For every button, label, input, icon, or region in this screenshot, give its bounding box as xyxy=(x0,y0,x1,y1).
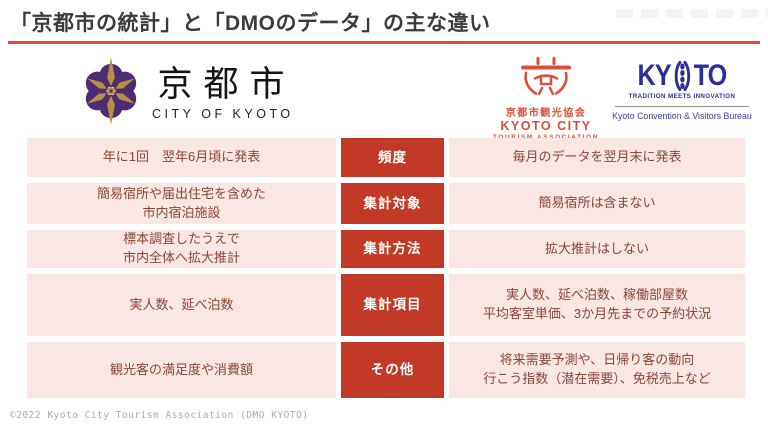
table-row: 標本調査したうえで 市内全体へ拡大推計 集計方法 拡大推計はしない xyxy=(27,230,745,268)
kyo-mark-icon xyxy=(520,57,572,101)
cell-dmo-other: 将来需要予測や、日帰り客の動向 行こう指数（潜在需要）、免税売上など xyxy=(449,342,745,398)
cell-dmo-frequency: 毎月のデータを翌月末に発表 xyxy=(449,138,745,177)
decorative-squares xyxy=(616,9,768,18)
row-label-items: 集計項目 xyxy=(341,274,444,336)
stylized-o-icon xyxy=(671,60,694,96)
table-row: 観光客の満足度や消費額 その他 将来需要予測や、日帰り客の動向 行こう指数（潜在… xyxy=(27,342,745,398)
cell-kyoto-stat-target: 簡易宿所や届出住宅を含めた 市内宿泊施設 xyxy=(27,183,336,224)
cell-dmo-method: 拡大推計はしない xyxy=(449,230,745,268)
cell-dmo-items: 実人数、延べ泊数、稼働部屋数 平均客室単価、3か月先までの予約状況 xyxy=(449,274,745,336)
kyoto-city-logo-en: CITY OF KYOTO xyxy=(152,106,294,121)
bureau-name: Kyoto Convention & Visitors Bureau xyxy=(612,111,752,121)
comparison-table: 年に1回 翌年6月頃に発表 頻度 毎月のデータを翌月末に発表 簡易宿所や届出住宅… xyxy=(27,138,745,404)
table-row: 実人数、延べ泊数 集計項目 実人数、延べ泊数、稼働部屋数 平均客室単価、3か月先… xyxy=(27,274,745,336)
page-title: 「京都市の統計」と「DMOのデータ」の主な違い xyxy=(10,12,491,35)
cell-kyoto-stat-other: 観光客の満足度や消費額 xyxy=(27,342,336,398)
cell-kyoto-stat-items: 実人数、延べ泊数 xyxy=(27,274,336,336)
row-label-target: 集計対象 xyxy=(341,183,444,224)
tourism-association-en2: TOURISM ASSOCIATION xyxy=(493,134,599,141)
title-underline xyxy=(8,41,760,44)
row-label-other: その他 xyxy=(341,342,444,398)
visitors-bureau-logo: KY TO TRADITION MEETS INNOVATION Kyoto C… xyxy=(610,61,754,122)
tourism-association-jp: 京都市観光協会 xyxy=(505,108,587,119)
wordmark-ky: KY xyxy=(637,59,672,92)
cell-kyoto-stat-frequency: 年に1回 翌年6月頃に発表 xyxy=(27,138,336,177)
bureau-tagline: TRADITION MEETS INNOVATION xyxy=(628,93,736,100)
kyoto-city-logo-jp: 京都市 xyxy=(157,65,296,105)
kyoto-city-logo: 京都市 CITY OF KYOTO xyxy=(80,56,290,131)
tourism-association-logo: 京都市観光協会 KYOTO CITY TOURISM ASSOCIATION xyxy=(493,57,599,141)
copyright-text: ©2022 Kyoto City Tourism Association (DM… xyxy=(10,410,309,421)
row-label-frequency: 頻度 xyxy=(341,138,444,177)
kyoto-wordmark: KY TO xyxy=(622,61,743,92)
tourism-association-en1: KYOTO CITY xyxy=(500,119,592,133)
table-row: 年に1回 翌年6月頃に発表 頻度 毎月のデータを翌月末に発表 xyxy=(27,138,745,177)
cell-kyoto-stat-method: 標本調査したうえで 市内全体へ拡大推計 xyxy=(27,230,336,268)
wordmark-to: TO xyxy=(693,59,728,92)
bureau-divider xyxy=(615,106,749,107)
row-label-method: 集計方法 xyxy=(341,230,444,268)
table-row: 簡易宿所や届出住宅を含めた 市内宿泊施設 集計対象 簡易宿所は含まない xyxy=(27,183,745,224)
kyoto-city-emblem-icon xyxy=(80,56,142,131)
cell-dmo-target: 簡易宿所は含まない xyxy=(449,183,745,224)
